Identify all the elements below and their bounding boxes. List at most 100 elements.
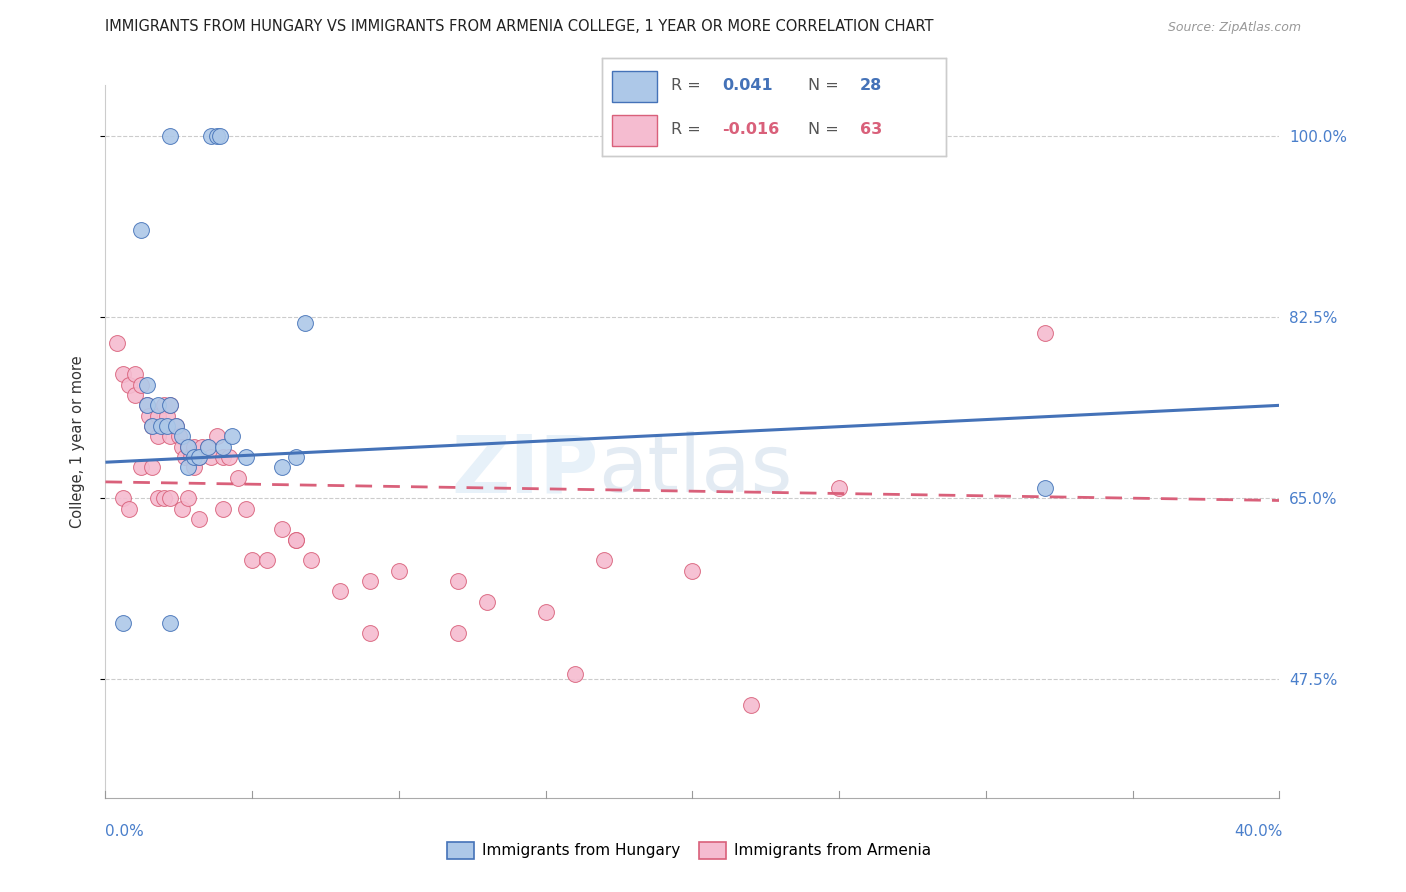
Point (285, 533, 308, 547)
Point (165, 419, 187, 434)
Point (159, 398, 181, 412)
Point (359, 625, 381, 640)
Point (593, 553, 616, 567)
Point (740, 698, 762, 713)
Point (156, 409, 179, 423)
Point (165, 419, 187, 434)
Text: ZIP: ZIP (451, 431, 599, 509)
Text: 28: 28 (860, 78, 883, 93)
Point (112, 491, 135, 506)
Text: atlas: atlas (599, 431, 793, 509)
Point (176, 440, 198, 454)
Point (183, 460, 205, 475)
Point (188, 450, 211, 464)
Point (173, 450, 195, 464)
Point (188, 512, 211, 526)
Point (159, 615, 181, 630)
Point (200, 450, 222, 464)
Text: 63: 63 (860, 122, 883, 137)
Point (682, 564, 704, 578)
Text: -0.016: -0.016 (723, 122, 779, 137)
Point (135, 398, 157, 412)
Point (159, 491, 181, 506)
Point (180, 450, 202, 464)
Point (148, 409, 170, 423)
Point (112, 368, 135, 382)
Point (138, 409, 160, 423)
Point (208, 129, 231, 144)
Point (294, 316, 316, 330)
Point (176, 440, 198, 454)
Point (828, 481, 851, 495)
Y-axis label: College, 1 year or more: College, 1 year or more (70, 355, 84, 528)
Point (205, 429, 228, 443)
Text: N =: N = (808, 78, 845, 93)
Point (159, 429, 181, 443)
FancyBboxPatch shape (612, 70, 657, 103)
Point (148, 429, 170, 443)
Point (446, 625, 468, 640)
Point (141, 419, 163, 434)
Point (159, 129, 181, 144)
Point (188, 450, 211, 464)
Point (329, 584, 352, 599)
Point (141, 460, 163, 475)
Text: Source: ZipAtlas.com: Source: ZipAtlas.com (1167, 21, 1301, 34)
Point (129, 460, 152, 475)
Point (135, 398, 157, 412)
Point (124, 388, 146, 402)
Point (359, 574, 381, 589)
Point (148, 398, 170, 412)
Point (1033, 481, 1056, 495)
Point (167, 429, 190, 443)
Point (197, 440, 219, 454)
Point (129, 222, 152, 236)
Point (235, 450, 257, 464)
Point (534, 605, 557, 619)
Point (141, 419, 163, 434)
Text: N =: N = (808, 122, 845, 137)
Point (285, 450, 308, 464)
Point (446, 574, 468, 589)
Point (388, 564, 411, 578)
Point (112, 615, 135, 630)
Point (153, 491, 176, 506)
Point (150, 419, 173, 434)
Point (129, 377, 152, 392)
Point (170, 501, 193, 516)
Point (159, 398, 181, 412)
Point (211, 450, 233, 464)
Point (118, 377, 141, 392)
Point (218, 450, 240, 464)
Point (285, 533, 308, 547)
Point (153, 398, 176, 412)
Point (226, 471, 249, 485)
Text: R =: R = (671, 78, 706, 93)
Point (270, 523, 292, 537)
Point (118, 501, 141, 516)
FancyBboxPatch shape (612, 115, 657, 146)
Point (270, 460, 292, 475)
Point (235, 501, 257, 516)
Point (256, 553, 278, 567)
Point (564, 667, 586, 681)
Point (197, 440, 219, 454)
Point (148, 491, 170, 506)
Point (176, 460, 198, 475)
Point (211, 440, 233, 454)
Point (299, 553, 322, 567)
Text: R =: R = (671, 122, 706, 137)
Point (1033, 326, 1056, 340)
Point (135, 377, 157, 392)
Text: IMMIGRANTS FROM HUNGARY VS IMMIGRANTS FROM ARMENIA COLLEGE, 1 YEAR OR MORE CORRE: IMMIGRANTS FROM HUNGARY VS IMMIGRANTS FR… (105, 20, 934, 34)
Legend: Immigrants from Hungary, Immigrants from Armenia: Immigrants from Hungary, Immigrants from… (441, 836, 936, 864)
Point (221, 429, 243, 443)
Point (191, 440, 214, 454)
Point (124, 368, 146, 382)
Point (200, 129, 222, 144)
Point (156, 419, 179, 434)
Point (475, 595, 498, 609)
Point (105, 336, 128, 351)
Point (205, 129, 228, 144)
Text: 0.0%: 0.0% (105, 824, 145, 838)
